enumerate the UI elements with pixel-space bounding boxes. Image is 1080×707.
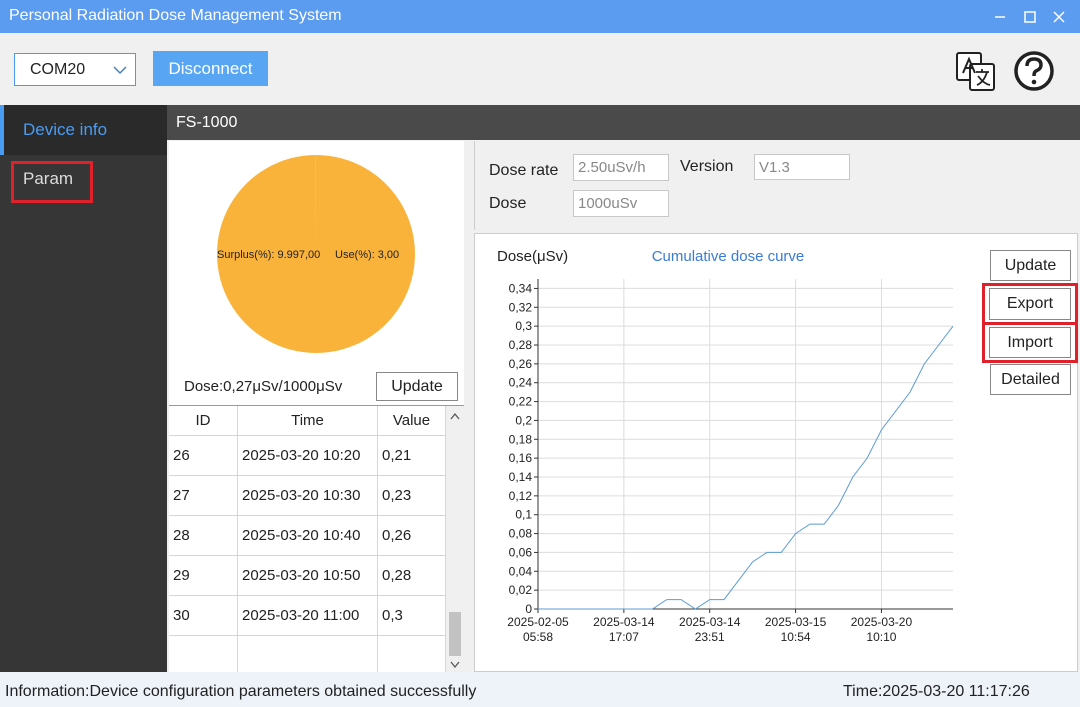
chart-panel (474, 233, 1078, 672)
dose-line-chart: Dose(μSv) Cumulative dose curve 0 0,02 0,04 0… (497, 248, 954, 616)
table-cell: 30 (169, 596, 238, 636)
dose-rate-label: Dose rate (489, 162, 559, 179)
highlight-box (982, 322, 1078, 363)
port-select[interactable]: COM20 (14, 53, 136, 86)
dose-summary: Dose:0,27μSv/1000μSv (184, 378, 343, 395)
status-time: Time:2025-03-20 11:17:26 (843, 683, 1030, 700)
y-tick-label: 0,34 (509, 281, 533, 295)
y-tick-label: 0,14 (509, 470, 533, 484)
title-bar: Personal Radiation Dose Management Syste… (0, 0, 1080, 33)
version-field[interactable]: V1.3 (754, 154, 850, 180)
window-controls[interactable] (990, 9, 1070, 25)
y-tick-label: 0,16 (509, 451, 533, 465)
y-tick-label: 0,26 (509, 357, 533, 371)
table-cell: 2025-03-20 10:20 (238, 436, 378, 476)
y-tick-label: 0,24 (509, 376, 533, 390)
status-message: Information:Device configuration paramet… (5, 683, 477, 700)
x-tick-label: 2025-02-05 05:58 (507, 615, 569, 644)
pie-slice (216, 155, 415, 353)
y-tick-label: 0,3 (515, 319, 532, 333)
y-tick-label: 0,08 (509, 527, 533, 541)
table-cell: 2025-03-20 10:40 (238, 516, 378, 556)
info-panel: Dose rate 2.50uSv/h Version V1.3 Dose 10… (474, 141, 1078, 230)
column-header: ID (169, 406, 238, 436)
y-tick-label: 0,12 (509, 489, 533, 503)
slice-category: Surplus(%): (217, 249, 274, 261)
version-label: Version (680, 158, 734, 175)
y-axis-title: Dose(μSv) (497, 248, 568, 265)
empty-cell (169, 636, 238, 672)
y-tick-label: 0,32 (509, 300, 533, 314)
slice-value: 3,00 (378, 249, 399, 261)
x-tick-label: 2025-03-15 10:54 (764, 615, 827, 644)
disconnect-button[interactable]: Disconnect (153, 51, 268, 86)
y-tick-label: 0,22 (509, 395, 533, 409)
scrollbar[interactable] (446, 406, 464, 672)
table-cell: 0,21 (378, 436, 446, 476)
empty-cell (378, 636, 446, 672)
column-header: Time (238, 406, 378, 436)
slice-label: Use(%): 3,00 (335, 249, 399, 261)
dose-line (538, 325, 954, 610)
table-cell: 28 (169, 516, 238, 556)
help-icon[interactable] (1012, 50, 1056, 92)
chart-update-button[interactable]: Update (990, 250, 1071, 281)
y-tick-label: 0,18 (509, 432, 533, 446)
window-title: Personal Radiation Dose Management Syste… (9, 7, 342, 24)
dose-rate-field[interactable]: 2.50uSv/h (573, 154, 669, 181)
column-header: Value (378, 406, 446, 436)
table-cell: 27 (169, 476, 238, 516)
record-table: ID Time Value 26 2025-03-20 10:20 0,21 27 2025-… (169, 405, 464, 672)
dose-label: Dose (489, 195, 527, 212)
y-tick-label: 0,2 (515, 413, 532, 427)
export-button[interactable]: Export (989, 288, 1071, 320)
x-tick-label: 2025-03-20 10:10 (850, 615, 913, 644)
table-cell: 26 (169, 436, 238, 476)
table-cell: 2025-03-20 11:00 (238, 596, 378, 636)
nav-device-info[interactable]: Device info (0, 105, 167, 155)
highlight-box (11, 161, 93, 203)
dose-field[interactable]: 1000uSv (573, 190, 669, 217)
table-cell: 29 (169, 556, 238, 596)
y-tick-label: 0,02 (509, 583, 533, 597)
y-tick-label: 0,04 (509, 564, 533, 578)
update-button[interactable]: Update (376, 372, 458, 401)
dropdown-arrow (113, 66, 127, 75)
pie-chart: Surplus(%): 9.997,00 Use(%): 3,00 (216, 155, 415, 353)
slice-value: 9.997,00 (277, 249, 320, 261)
sidebar: Device info Param (0, 105, 167, 672)
y-tick-label: 0,28 (509, 338, 533, 352)
scroll-thumb[interactable] (449, 612, 461, 656)
device-header: FS-1000 (167, 105, 1080, 140)
y-tick-label: 0,1 (515, 508, 532, 522)
empty-cell (238, 636, 378, 672)
table-cell: 0,26 (378, 516, 446, 556)
import-button[interactable]: Import (989, 327, 1071, 358)
table-cell: 0,28 (378, 556, 446, 596)
language-icon[interactable] (954, 50, 998, 92)
x-tick-label: 2025-03-14 17:07 (593, 615, 655, 644)
slice-category: Use(%): (335, 249, 375, 261)
slice-label: Surplus(%): 9.997,00 (217, 249, 320, 261)
table-cell: 0,23 (378, 476, 446, 516)
table-cell: 2025-03-20 10:50 (238, 556, 378, 596)
pie-panel: Surplus(%): 9.997,00 Use(%): 3,00 (169, 141, 464, 367)
table-cell: 0,3 (378, 596, 446, 636)
x-tick-label: 2025-03-14 23:51 (679, 615, 741, 644)
table-cell: 2025-03-20 10:30 (238, 476, 378, 516)
dose-summary-panel: Dose:0,27μSv/1000μSv Update (169, 367, 464, 405)
chart-title: Cumulative dose curve (652, 248, 805, 265)
status-bar: Information:Device configuration paramet… (0, 672, 1080, 707)
port-value: COM20 (30, 60, 86, 78)
highlight-box (982, 283, 1078, 325)
detailed-button[interactable]: Detailed (990, 364, 1071, 395)
nav-param[interactable]: Param (23, 169, 74, 188)
y-tick-label: 0 (525, 602, 532, 616)
y-tick-label: 0,06 (509, 545, 533, 559)
